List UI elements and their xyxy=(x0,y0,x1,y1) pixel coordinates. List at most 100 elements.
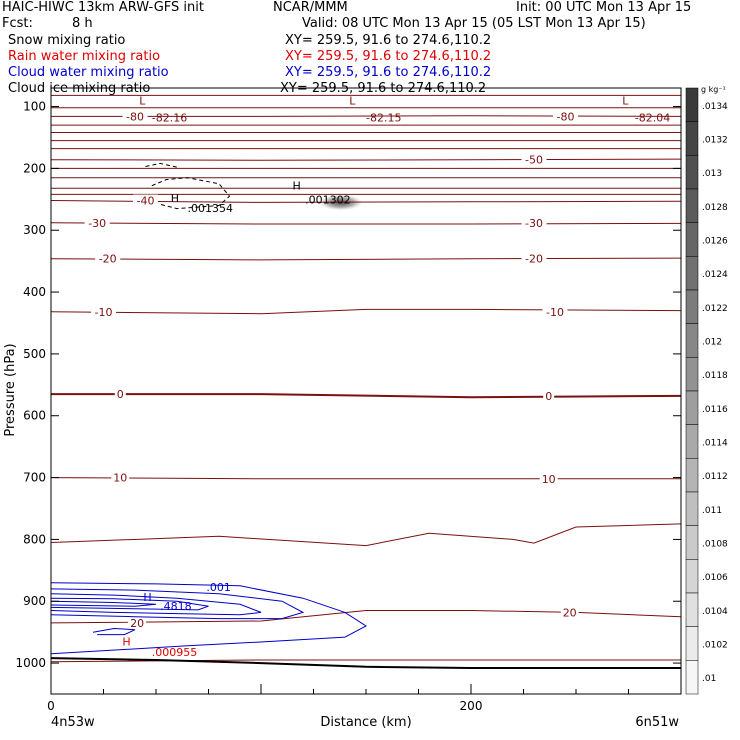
colorbar-label: .0116 xyxy=(702,405,728,415)
colorbar-segment xyxy=(685,188,699,223)
cloud-water-contour xyxy=(51,597,209,611)
contour-label: 20 xyxy=(130,617,144,630)
colorbar-label: .0124 xyxy=(702,270,728,280)
valid-time: Valid: 08 UTC Mon 13 Apr 15 (05 LST Mon … xyxy=(302,16,646,31)
temperature-contour--10 xyxy=(51,308,681,315)
colorbar-segment xyxy=(685,155,699,190)
extremum-label: -82.16 xyxy=(152,112,187,125)
y-tick-label: 800 xyxy=(23,532,46,546)
temperature-contour--20 xyxy=(51,257,681,261)
contour-label-bg xyxy=(84,216,110,229)
colorbar-label: .0112 xyxy=(702,472,728,482)
y-tick-label: 1000 xyxy=(15,656,46,670)
contour-label: -10 xyxy=(546,306,564,319)
extremum-label: H xyxy=(143,591,151,604)
colorbar-label: .0122 xyxy=(702,304,728,314)
colorbar-label: .011 xyxy=(702,506,722,516)
colorbar-segment xyxy=(685,559,699,594)
contour-label: -50 xyxy=(525,154,543,167)
colorbar-label: .0102 xyxy=(702,641,728,651)
contour-label: 0 xyxy=(545,390,552,403)
y-tick-label: 200 xyxy=(23,161,46,175)
colorbar-label: .0114 xyxy=(702,439,728,449)
extremum-label: -82.04 xyxy=(635,112,670,125)
contour-label: -40 xyxy=(137,195,155,208)
colorbar-segment xyxy=(685,121,699,156)
colorbar-segment xyxy=(685,87,699,122)
extremum-label: .001 xyxy=(206,581,231,594)
contour-label-bg xyxy=(521,216,547,229)
colorbar-label: .0106 xyxy=(702,573,728,583)
right-endpoint-label: 6n51w xyxy=(635,715,679,730)
extremum-label: .001354 xyxy=(188,202,234,215)
extremum-label: L xyxy=(139,94,146,107)
contour-label: 10 xyxy=(542,473,556,486)
contour-label-bg xyxy=(539,472,558,485)
colorbar-label: .013 xyxy=(702,169,722,179)
cloud-water-contour xyxy=(51,600,157,607)
colorbar-segment xyxy=(685,491,699,526)
extremum-label: H xyxy=(171,192,179,205)
colorbar-label: .0132 xyxy=(702,136,728,146)
y-tick-label: 500 xyxy=(23,347,46,361)
colorbar-label: .012 xyxy=(702,338,722,348)
colorbar-segment xyxy=(685,222,699,257)
temperature-contour xyxy=(51,523,681,547)
contour-label: -80 xyxy=(557,110,575,123)
extremum-label: -82.15 xyxy=(366,112,401,125)
colorbar-segment xyxy=(685,289,699,324)
contour-label: -80 xyxy=(126,110,144,123)
contour-label: -20 xyxy=(525,253,543,266)
colorbar-segment xyxy=(685,424,699,459)
field-xy-cloud-water: XY= 259.5, 91.6 to 274.6,110.2 xyxy=(285,65,492,80)
extremum-label: .000955 xyxy=(152,646,198,659)
contour-label-bg xyxy=(128,616,147,629)
contour-label-bg xyxy=(133,194,158,207)
contour-label-bg xyxy=(122,110,148,123)
contour-label: -30 xyxy=(88,217,106,230)
forecast-label: Fcst: xyxy=(2,16,33,31)
field-xy-rain: XY= 259.5, 91.6 to 274.6,110.2 xyxy=(285,49,492,64)
x-axis-label: Distance (km) xyxy=(320,715,411,730)
cloud-water-contour xyxy=(51,593,262,616)
snow-contour xyxy=(145,162,178,168)
cloud-water-contour xyxy=(51,582,367,655)
colorbar-label: .0104 xyxy=(702,607,728,617)
org-label: NCAR/MMM xyxy=(273,0,348,15)
contour-label-bg xyxy=(111,471,130,484)
colorbar-label: .0118 xyxy=(702,371,728,381)
snow-contour xyxy=(151,177,231,210)
contour-label: -10 xyxy=(95,306,113,319)
extremum-label: L xyxy=(622,94,629,107)
contour-label-bg xyxy=(553,110,578,123)
y-tick-label: 900 xyxy=(23,594,46,608)
contour-label-bg xyxy=(114,388,126,401)
contour-label-bg xyxy=(521,252,547,265)
left-endpoint-label: 4n53w xyxy=(51,715,95,730)
cloud-water-contour xyxy=(92,627,136,636)
y-tick-label: 300 xyxy=(23,223,46,237)
model-title: HAIC-HIWC 13km ARW-GFS init xyxy=(2,0,204,15)
y-tick-label: 400 xyxy=(23,285,46,299)
contour-label-bg xyxy=(543,389,555,402)
extremum-label: H xyxy=(122,635,130,648)
contour-label-bg xyxy=(91,305,116,318)
field-name-cloud-water: Cloud water mixing ratio xyxy=(8,65,169,80)
x-tick-label: 0 xyxy=(47,699,55,713)
y-tick-label: 700 xyxy=(23,471,46,485)
colorbar-label: .0128 xyxy=(702,203,728,213)
colorbar-segment xyxy=(685,525,699,560)
contour-label-bg xyxy=(95,252,121,265)
temperature-contour-20 xyxy=(51,610,681,624)
contour-label-bg xyxy=(521,153,547,166)
contour-label: -20 xyxy=(99,253,117,266)
field-name-snow: Snow mixing ratio xyxy=(8,33,126,48)
x-tick-label: 200 xyxy=(460,699,483,713)
temperature-contour--50 xyxy=(51,158,681,161)
extremum-label: .4818 xyxy=(160,600,192,613)
init-time: Init: 00 UTC Mon 13 Apr 15 xyxy=(516,0,692,15)
temperature-contour-0 xyxy=(51,393,681,399)
terrain-line xyxy=(51,657,681,669)
extremum-label: L xyxy=(349,94,356,107)
